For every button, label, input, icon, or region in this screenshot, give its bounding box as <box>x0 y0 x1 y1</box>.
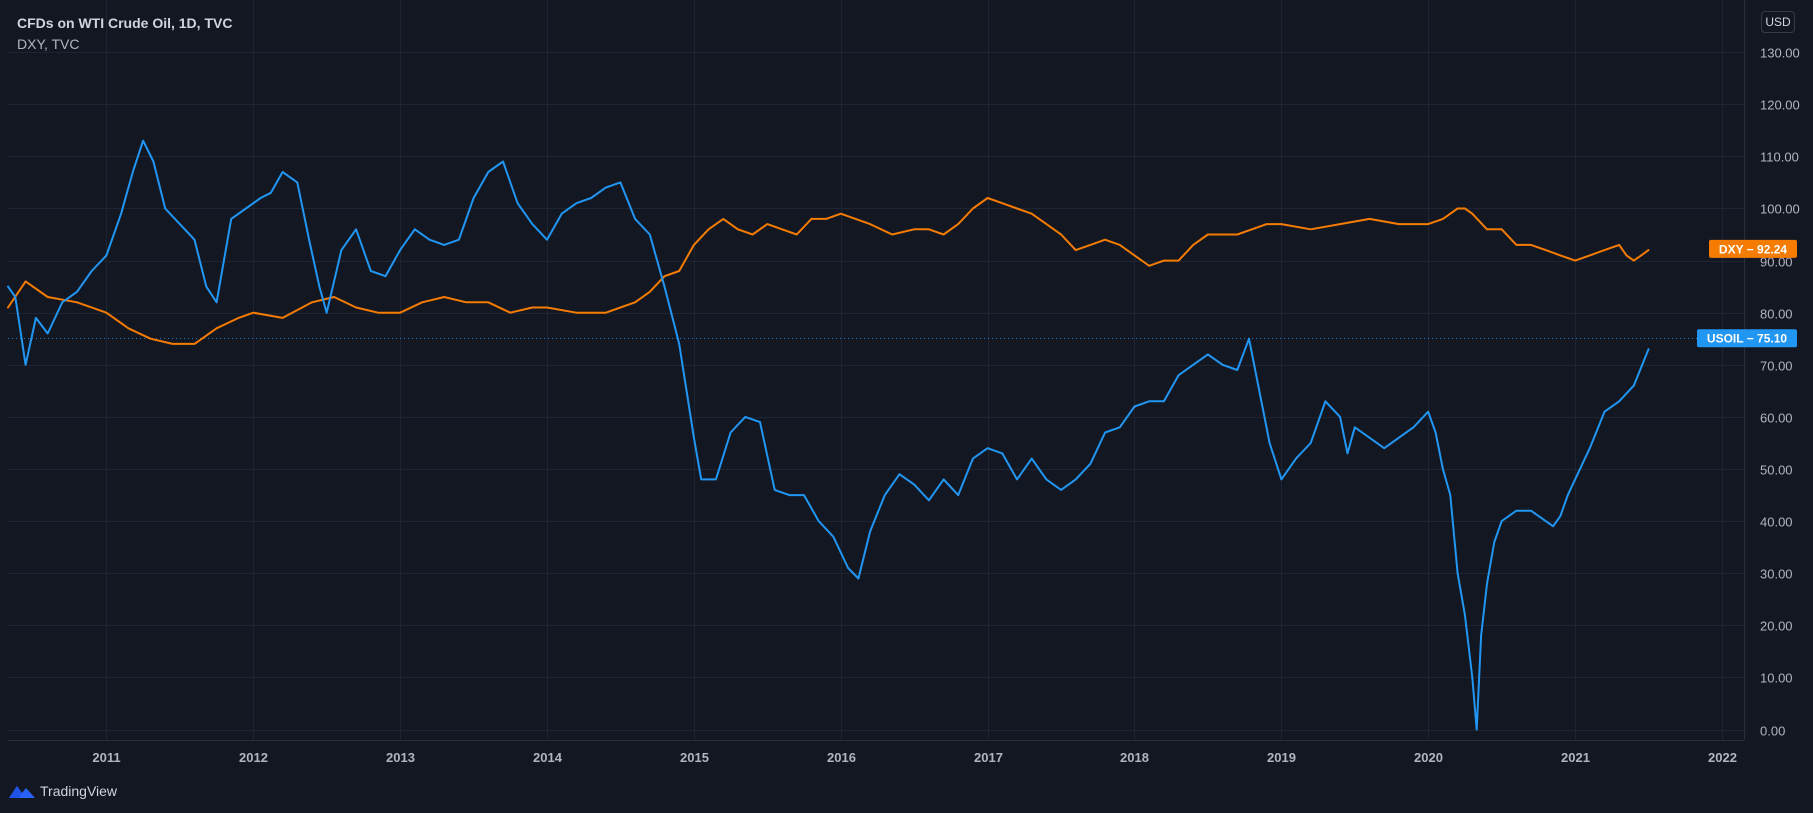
x-tick-label: 2016 <box>827 750 856 765</box>
compare-series-title[interactable]: DXY, TVC <box>17 36 80 52</box>
x-tick-label: 2015 <box>680 750 709 765</box>
x-tick-label: 2012 <box>239 750 268 765</box>
y-tick-label: 130.00 <box>1760 46 1800 61</box>
badge-label: DXY − 92.24 <box>1719 242 1787 256</box>
series-line-usoil[interactable] <box>7 139 1650 731</box>
x-tick-label: 2019 <box>1267 750 1296 765</box>
currency-button[interactable]: USD <box>1761 11 1795 33</box>
main-series-title[interactable]: CFDs on WTI Crude Oil, 1D, TVC <box>17 15 233 31</box>
x-tick-label: 2018 <box>1120 750 1149 765</box>
axis-labels: 0.00 10.00 20.00 30.00 40.00 50.00 60.00 70.00 8… <box>92 12 1799 765</box>
x-tick-label: 2014 <box>533 750 563 765</box>
y-tick-label: 30.00 <box>1760 567 1793 582</box>
x-tick-label: 2011 <box>92 750 120 765</box>
y-tick-label: 40.00 <box>1760 515 1793 530</box>
badge-background <box>1697 329 1797 348</box>
brand-name: TradingView <box>40 783 118 799</box>
x-tick-label: 2022 <box>1708 750 1737 765</box>
y-tick-label: 90.00 <box>1760 255 1793 270</box>
y-tick-label: 80.00 <box>1760 307 1793 322</box>
grid-lines <box>8 0 1744 740</box>
badge-label: USOIL − 75.10 <box>1707 332 1787 346</box>
series-line-dxy[interactable] <box>7 197 1650 345</box>
x-tick-label: 2017 <box>974 750 1003 765</box>
x-tick-label: 2013 <box>386 750 415 765</box>
y-tick-label: 100.00 <box>1760 202 1800 217</box>
series-lines <box>7 139 1650 731</box>
last-value-badges: USOIL − 75.10 DXY − 92.24 <box>1697 239 1797 348</box>
y-tick-label: 120.00 <box>1760 98 1800 113</box>
badge-background <box>1709 239 1797 258</box>
x-tick-label: 2021 <box>1561 750 1590 765</box>
tradingview-branding[interactable]: TradingView <box>8 780 117 802</box>
y-tick-label: 110.00 <box>1760 150 1799 165</box>
y-tick-label: 0.00 <box>1760 724 1785 739</box>
y-tick-label: 20.00 <box>1760 619 1793 634</box>
last-value-badge-usoil: USOIL − 75.10 <box>1697 329 1797 348</box>
x-tick-label: 2020 <box>1414 750 1443 765</box>
last-value-badge-dxy: DXY − 92.24 <box>1709 239 1797 258</box>
chart-legend: CFDs on WTI Crude Oil, 1D, TVC DXY, TVC <box>17 13 232 55</box>
y-tick-label: 10.00 <box>1760 671 1793 686</box>
y-tick-label: 50.00 <box>1760 463 1793 478</box>
y-tick-label: 70.00 <box>1760 359 1793 374</box>
tradingview-logo-icon <box>9 786 35 798</box>
y-tick-label: 60.00 <box>1760 411 1793 426</box>
